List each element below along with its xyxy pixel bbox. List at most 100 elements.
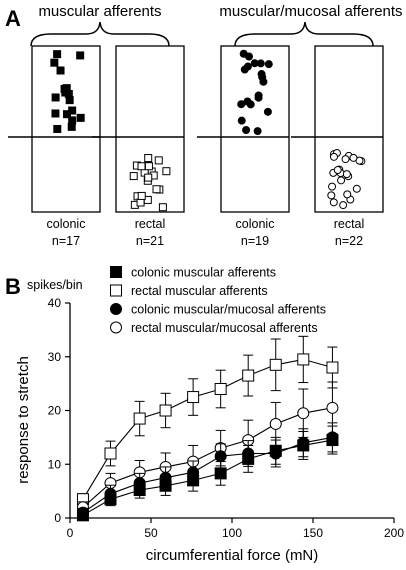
y-tick-label: 10 — [48, 457, 62, 471]
data-point — [104, 447, 117, 460]
brace-right — [234, 21, 374, 47]
data-point — [159, 479, 172, 492]
panel-a-box-n: n=22 — [335, 234, 363, 248]
data-point — [133, 412, 146, 425]
panel-a-point — [329, 152, 338, 161]
data-point — [297, 353, 310, 366]
legend: colonic muscular afferents rectal muscula… — [110, 266, 326, 335]
data-point — [326, 401, 339, 414]
legend-marker — [110, 266, 122, 278]
panel-a-point — [328, 182, 337, 191]
panel-a-point — [67, 122, 76, 131]
series-line — [82, 436, 333, 514]
x-tick-label: 100 — [222, 526, 242, 540]
panel-a-point — [136, 198, 145, 207]
panel-a-point — [349, 153, 358, 162]
data-point — [269, 444, 282, 457]
legend-entry: rectal muscular afferents — [131, 284, 268, 298]
group-title-muscular: muscular afferents — [38, 3, 161, 20]
panel-a-point — [51, 93, 60, 102]
legend-entry: colonic muscular afferents — [131, 266, 276, 280]
x-tick-label: 0 — [67, 526, 74, 540]
panel-a-point — [242, 126, 251, 135]
panel-a-point — [237, 100, 246, 109]
panel-a-point — [50, 58, 59, 67]
panel-a-box-n: n=17 — [52, 234, 80, 248]
panel-a-point — [341, 155, 350, 164]
data-point — [214, 383, 227, 395]
panel-a-box-2 — [115, 45, 185, 213]
y-tick-label: 20 — [48, 404, 62, 418]
data-point — [76, 509, 89, 522]
panel-a-box-n: n=19 — [241, 234, 269, 248]
panel-a-box-3 — [220, 45, 290, 213]
y-tick-label: 40 — [48, 296, 62, 310]
legend-marker — [110, 321, 122, 334]
data-point — [133, 484, 146, 497]
panel-a-point — [144, 173, 153, 182]
data-point — [297, 407, 310, 420]
panel-a-point — [76, 51, 85, 60]
group-title-muscular-mucosal: muscular/mucosal afferents — [219, 3, 402, 20]
series-line — [82, 407, 333, 508]
panel-a-point — [154, 156, 163, 165]
panel-a-point — [51, 109, 60, 118]
data-point — [326, 361, 339, 374]
brace-left — [30, 21, 170, 47]
panel-a-point — [162, 167, 171, 176]
x-tick-label: 150 — [303, 526, 323, 540]
data-point — [326, 434, 339, 447]
panel-a-point — [243, 62, 252, 71]
panel-a-point — [239, 49, 248, 58]
y-tick-label: 30 — [48, 350, 62, 364]
x-tick-label: 50 — [144, 526, 158, 540]
data-point — [269, 417, 282, 430]
panel-a-letter: A — [5, 6, 21, 31]
panel-a-point — [68, 106, 77, 115]
data-point — [104, 493, 117, 506]
panel-a-box-label: colonic — [236, 217, 275, 231]
panel-a-point — [253, 127, 262, 136]
panel-a-point — [53, 124, 62, 133]
panel-a-point — [129, 172, 138, 181]
legend-entry: rectal muscular/mucosal afferents — [131, 321, 318, 335]
panel-a-point — [343, 190, 352, 199]
panel-b-letter: B — [5, 274, 21, 299]
panel-a-point — [264, 60, 273, 69]
y-tick-label: 0 — [54, 511, 61, 525]
x-tick-label: 200 — [384, 526, 404, 540]
data-point — [242, 452, 255, 465]
legend-entry: colonic muscular/mucosal afferents — [131, 303, 326, 317]
panel-a-point — [352, 184, 361, 193]
panel-a-point — [339, 201, 348, 210]
panel-a-point — [152, 185, 161, 194]
data-point — [214, 450, 227, 463]
panel-a-point — [143, 195, 152, 204]
panel-a-point — [342, 170, 351, 179]
data-point — [214, 467, 227, 480]
y-axis-label: response to stretch — [15, 356, 32, 484]
panel-a-point — [263, 107, 272, 116]
panel-a-boxes: colonic n=17 rectal n=21 colonic n=19 rectal n=… — [8, 45, 384, 248]
data-point — [187, 474, 200, 487]
panel-a-point — [144, 162, 153, 171]
panel-a-point — [68, 116, 77, 125]
panel-a-point — [256, 59, 265, 68]
x-axis-label: circumferential force (mN) — [146, 547, 319, 564]
panel-a-point — [137, 191, 146, 200]
panel-a-point — [237, 116, 246, 125]
series-line — [82, 439, 333, 516]
panel-a-point — [64, 90, 73, 99]
chart-series — [76, 335, 339, 522]
data-point — [269, 358, 282, 371]
panel-a-point — [56, 66, 65, 75]
panel-a-point — [60, 84, 69, 93]
panel-a-point — [76, 113, 85, 122]
panel-a-point — [329, 198, 338, 207]
data-point — [159, 404, 172, 417]
panel-a-box-label: rectal — [334, 217, 365, 231]
panel-a-point — [158, 203, 167, 212]
panel-a-box-label: rectal — [135, 217, 166, 231]
panel-a-point — [254, 91, 263, 100]
